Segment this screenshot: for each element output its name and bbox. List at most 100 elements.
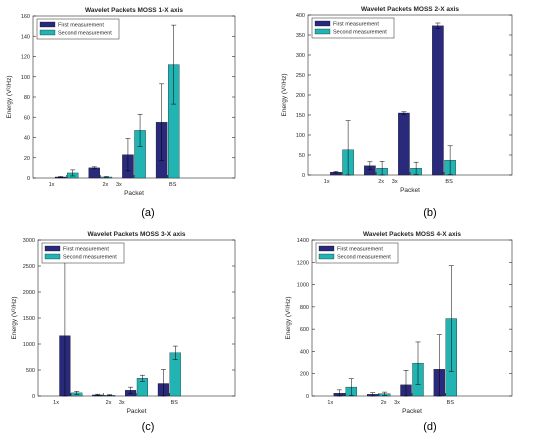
- y-tick-label: 100: [21, 75, 30, 81]
- y-axis-label: Energy (V²/Hz): [285, 297, 292, 340]
- y-tick-label: 80: [24, 95, 30, 101]
- chart-panel-4: 0 200 400 600 800 1000 1200 1400 1x 2x 3x BS Wavelet…: [285, 231, 513, 433]
- plot-frame: [307, 14, 513, 176]
- x-tick-label-BS: BS: [169, 182, 177, 188]
- y-tick-label: 3000: [23, 238, 35, 244]
- plot-frame: [32, 15, 236, 179]
- y-axis-label: Energy (V²/Hz): [6, 76, 13, 119]
- x-axis-label: Packet: [127, 408, 147, 415]
- legend-swatch-second: [39, 29, 56, 36]
- y-tick-label: 100: [296, 133, 305, 139]
- y-tick-label: 400: [296, 13, 305, 19]
- x-axis-label: Packet: [400, 187, 420, 194]
- legend-label-second: Second measurement: [58, 31, 112, 37]
- y-tick-label: 40: [24, 136, 30, 142]
- legend-box: [41, 242, 125, 264]
- legend: First measurement Second measurement: [315, 242, 399, 264]
- y-tick-label: 0: [32, 394, 35, 400]
- x-tick-label-2x: 2x: [106, 400, 112, 406]
- bar-first-BS: [432, 25, 444, 176]
- y-axis-label: Energy (V²/Hz): [281, 74, 288, 117]
- x-tick-label-2x: 2x: [378, 179, 384, 185]
- bar-first-2x: [88, 167, 100, 179]
- y-tick-label: 0: [302, 173, 305, 179]
- y-tick-label: 1000: [297, 283, 309, 289]
- x-tick-label-3x: 3x: [394, 400, 400, 406]
- x-tick-label-3x: 3x: [116, 182, 122, 188]
- y-tick-label: 800: [300, 305, 309, 311]
- y-tick-label: 200: [296, 93, 305, 99]
- y-tick-label: 300: [296, 53, 305, 59]
- y-tick-label: 160: [21, 14, 30, 20]
- legend-label-first: First measurement: [333, 22, 379, 28]
- y-tick-label: 350: [296, 33, 305, 39]
- x-axis-label: Packet: [124, 190, 144, 197]
- chart-title: Wavelet Packets MOSS 2-X axis: [361, 6, 459, 13]
- y-tick-label: 500: [26, 368, 35, 374]
- legend-swatch-first: [318, 245, 335, 252]
- x-tick-label-BS: BS: [447, 400, 455, 406]
- x-tick-label-3x: 3x: [119, 400, 125, 406]
- legend: First measurement Second measurement: [36, 18, 120, 40]
- panel-tag: (a): [141, 207, 154, 219]
- y-tick-label: 1200: [297, 260, 309, 266]
- legend-label-second: Second measurement: [337, 255, 391, 261]
- y-tick-label: 120: [21, 55, 30, 61]
- legend-box: [311, 17, 395, 39]
- y-tick-label: 2000: [23, 290, 35, 296]
- legend-label-first: First measurement: [63, 247, 109, 253]
- legend-label-first: First measurement: [337, 247, 383, 253]
- legend-label-second: Second measurement: [333, 30, 387, 36]
- panel-tag: (b): [423, 207, 436, 219]
- legend: First measurement Second measurement: [41, 242, 125, 264]
- chart-panel-3: 0 500 1000 1500 2000 2500 3000 1x 2x 3x BS Wavelet …: [11, 231, 236, 433]
- chart-title: Wavelet Packets MOSS 1-X axis: [85, 7, 183, 14]
- y-tick-label: 1000: [23, 342, 35, 348]
- x-tick-label-3x: 3x: [392, 179, 398, 185]
- legend-label-first: First measurement: [58, 23, 104, 29]
- y-tick-label: 2500: [23, 264, 35, 270]
- chart-panel-2: 0 50 100 150 200 250 300 350 400 1x 2x 3x BS Wavelet …: [281, 6, 513, 219]
- y-tick-label: 0: [306, 394, 309, 400]
- panel-tag: (d): [423, 421, 436, 433]
- legend-label-second: Second measurement: [63, 255, 117, 261]
- chart-title: Wavelet Packets MOSS 3-X axis: [87, 231, 185, 238]
- y-tick-label: 0: [27, 176, 30, 182]
- plot-frame: [311, 239, 513, 397]
- legend-box: [36, 18, 120, 40]
- x-tick-label-BS: BS: [445, 179, 453, 185]
- y-tick-label: 150: [296, 113, 305, 119]
- x-tick-label-1x: 1x: [49, 182, 55, 188]
- x-tick-label-1x: 1x: [327, 400, 333, 406]
- chart-panel-1: 0 20 40 60 80 100 120 140 160 1x 2x 3x BS Wavelet Pac…: [6, 7, 236, 219]
- legend-swatch-first: [44, 245, 61, 252]
- y-tick-label: 1500: [23, 316, 35, 322]
- y-tick-label: 600: [300, 327, 309, 333]
- legend-box: [315, 242, 399, 264]
- x-axis-label: Packet: [402, 408, 422, 415]
- y-tick-label: 50: [299, 153, 305, 159]
- x-tick-label-1x: 1x: [324, 179, 330, 185]
- y-tick-label: 140: [21, 34, 30, 40]
- x-tick-label-2x: 2x: [102, 182, 108, 188]
- x-tick-label-1x: 1x: [53, 400, 59, 406]
- legend-swatch-second: [314, 28, 331, 35]
- panel-tag: (c): [142, 421, 155, 433]
- y-tick-label: 1400: [297, 238, 309, 244]
- y-tick-label: 60: [24, 115, 30, 121]
- x-tick-label-2x: 2x: [381, 400, 387, 406]
- legend: First measurement Second measurement: [311, 17, 395, 39]
- bar-first-3x: [398, 112, 410, 176]
- legend-swatch-second: [44, 253, 61, 260]
- y-tick-label: 200: [300, 372, 309, 378]
- legend-swatch-first: [39, 21, 56, 28]
- y-tick-label: 250: [296, 73, 305, 79]
- y-tick-label: 400: [300, 349, 309, 355]
- y-tick-label: 20: [24, 156, 30, 162]
- y-axis-label: Energy (V²/Hz): [11, 297, 18, 340]
- x-tick-label-BS: BS: [171, 400, 179, 406]
- legend-swatch-second: [318, 253, 335, 260]
- legend-swatch-first: [314, 20, 331, 27]
- chart-title: Wavelet Packets MOSS 4-X axis: [363, 231, 461, 238]
